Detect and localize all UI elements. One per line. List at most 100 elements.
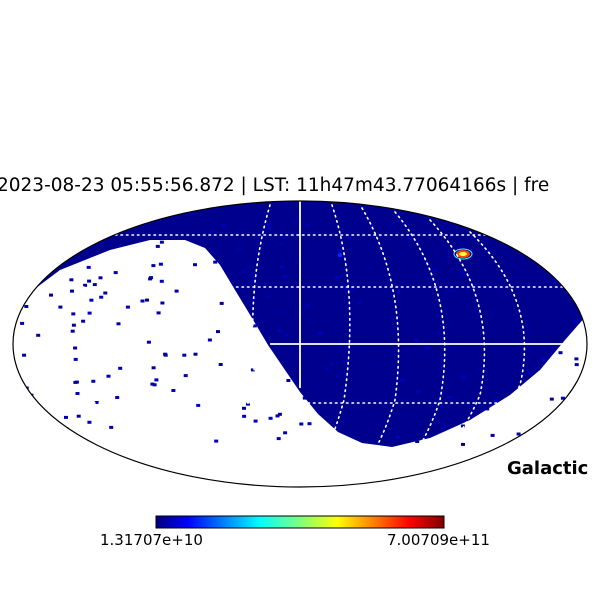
noise-pixel — [444, 221, 448, 224]
coordinate-system-label: Galactic — [507, 458, 589, 479]
noise-pixel — [69, 278, 74, 282]
noise-pixel — [350, 287, 355, 291]
noise-pixel — [73, 346, 78, 350]
noise-pixel — [87, 311, 92, 315]
noise-pixel — [276, 437, 281, 441]
noise-pixel — [81, 319, 86, 323]
noise-pixel — [551, 348, 556, 351]
noise-pixel — [515, 318, 520, 321]
noise-pixel — [216, 330, 220, 334]
noise-pixel — [96, 244, 101, 248]
noise-pixel — [237, 249, 242, 253]
noise-pixel — [333, 321, 338, 325]
noise-pixel — [425, 346, 430, 350]
noise-pixel — [554, 283, 559, 286]
noise-pixel — [368, 266, 373, 270]
noise-pixel — [443, 228, 448, 231]
noise-pixel — [399, 245, 404, 249]
noise-pixel — [432, 269, 437, 272]
noise-pixel — [296, 217, 301, 221]
noise-pixel — [250, 273, 255, 277]
noise-pixel — [334, 275, 339, 279]
noise-pixel — [404, 347, 409, 351]
noise-pixel — [503, 310, 508, 314]
noise-pixel — [87, 279, 92, 283]
noise-pixel — [272, 226, 277, 230]
noise-pixel — [150, 382, 155, 386]
noise-pixel — [373, 293, 378, 297]
noise-pixel — [151, 264, 156, 268]
noise-pixel — [190, 212, 195, 216]
noise-pixel — [48, 430, 52, 434]
noise-pixel — [396, 290, 401, 294]
noise-pixel — [49, 293, 53, 297]
noise-pixel — [557, 311, 562, 315]
noise-pixel — [210, 230, 215, 234]
noise-pixel — [214, 439, 219, 443]
noise-pixel — [94, 401, 99, 404]
noise-pixel — [151, 366, 156, 370]
noise-pixel — [253, 419, 258, 423]
noise-pixel — [484, 247, 489, 251]
noise-pixel — [113, 205, 118, 209]
noise-pixel — [485, 407, 490, 411]
noise-pixel — [460, 424, 465, 428]
noise-pixel — [577, 408, 582, 412]
noise-pixel — [23, 291, 28, 295]
noise-pixel — [242, 414, 247, 418]
noise-pixel — [435, 314, 440, 318]
noise-pixel — [376, 362, 381, 366]
noise-pixel — [109, 425, 114, 429]
noise-pixel — [116, 322, 121, 326]
noise-pixel — [246, 402, 250, 406]
noise-pixel — [305, 223, 310, 227]
noise-pixel — [160, 301, 165, 305]
noise-pixel — [442, 210, 447, 214]
noise-pixel — [64, 415, 68, 419]
noise-pixel — [300, 356, 305, 360]
noise-pixel — [36, 333, 41, 337]
noise-pixel — [283, 275, 288, 279]
noise-pixel — [163, 353, 168, 357]
noise-pixel — [427, 229, 432, 233]
noise-pixel — [357, 301, 362, 305]
noise-pixel — [338, 275, 343, 279]
noise-pixel — [562, 419, 567, 423]
noise-pixel — [148, 277, 153, 281]
noise-pixel — [438, 358, 443, 362]
noise-pixel — [549, 397, 554, 401]
noise-pixel — [318, 331, 323, 335]
noise-pixel — [86, 265, 91, 269]
noise-pixel — [293, 272, 298, 276]
noise-pixel — [115, 396, 120, 399]
noise-pixel — [171, 389, 176, 392]
noise-pixel — [71, 323, 76, 327]
noise-pixel — [493, 399, 498, 402]
noise-pixel — [506, 362, 511, 366]
noise-pixel — [557, 328, 562, 332]
noise-pixel — [570, 268, 575, 272]
noise-pixel — [532, 233, 537, 237]
noise-pixel — [252, 324, 257, 328]
noise-pixel — [421, 358, 426, 362]
noise-pixel — [154, 378, 159, 382]
noise-pixel — [159, 240, 164, 244]
noise-pixel — [485, 245, 490, 249]
noise-pixel — [527, 370, 532, 374]
noise-pixel — [22, 439, 27, 443]
noise-pixel — [412, 388, 417, 392]
noise-pixel — [573, 319, 578, 323]
noise-pixel — [400, 378, 405, 382]
plot-title: 2023-08-23 05:55:56.872 | LST: 11h47m43.… — [0, 175, 600, 199]
noise-pixel — [118, 366, 123, 370]
noise-pixel — [213, 260, 218, 264]
noise-pixel — [290, 220, 295, 224]
noise-pixel — [415, 440, 420, 443]
noise-pixel — [330, 361, 335, 365]
noise-pixel — [385, 237, 390, 241]
colorbar-max-label: 7.00709e+11 — [387, 531, 490, 549]
noise-pixel — [155, 244, 160, 248]
noise-pixel — [294, 339, 299, 343]
noise-pixel — [395, 435, 400, 439]
noise-texture — [20, 205, 584, 446]
